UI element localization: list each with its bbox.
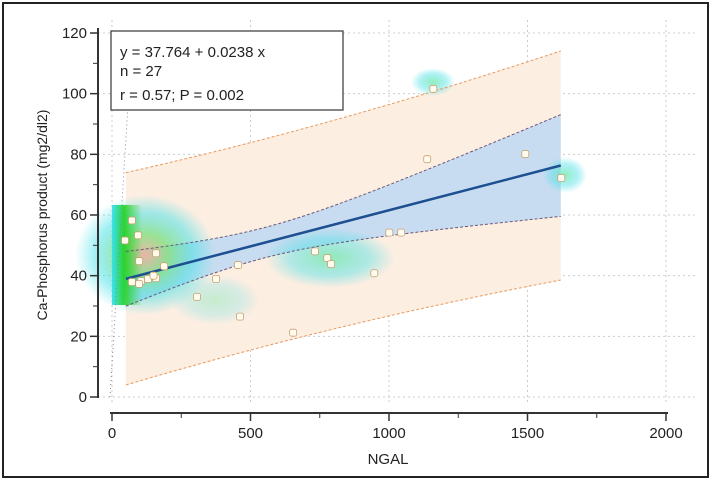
data-point [236, 312, 244, 321]
x-axis-title: NGAL [368, 451, 409, 468]
data-point [134, 231, 142, 240]
density-blob [170, 275, 260, 325]
y-tick-label: 60 [70, 207, 87, 224]
data-point [128, 278, 136, 286]
data-point [212, 275, 221, 283]
data-point [289, 328, 298, 337]
x-tick-label: 500 [238, 425, 263, 442]
density-blob [112, 205, 142, 305]
y-tick-label: 120 [62, 25, 87, 42]
x-tick-label: 1000 [372, 425, 405, 442]
y-tick-label: 20 [70, 328, 87, 345]
x-tick-label: 1500 [511, 425, 544, 442]
chart-frame [2, 2, 709, 478]
data-point [160, 262, 168, 271]
y-tick-label: 100 [62, 86, 87, 103]
data-point [234, 261, 242, 269]
data-point [135, 279, 144, 288]
prediction-lower-line [125, 279, 561, 386]
data-point [323, 254, 332, 262]
data-point [429, 84, 438, 93]
stats-label: r = 0.57; P = 0.002 [120, 87, 244, 104]
data-point [311, 247, 319, 256]
data-point [370, 269, 379, 278]
data-point [128, 216, 136, 225]
confidence-band [125, 114, 561, 307]
data-point [152, 249, 160, 258]
y-tick-label: 80 [70, 146, 87, 163]
n-label: n = 27 [120, 63, 162, 80]
data-point [327, 260, 336, 269]
prediction-upper-line [125, 50, 561, 174]
data-point [397, 228, 406, 237]
data-points [121, 84, 566, 337]
regression-line [125, 164, 562, 281]
confidence-lower-line [125, 215, 561, 307]
y-tick-label: 0 [79, 389, 87, 406]
stats-legend-box: y = 37.764 + 0.0238 x n = 27 r = 0.57; P… [110, 30, 344, 111]
density-blob [543, 157, 587, 193]
data-point [135, 257, 144, 266]
axes: 0 20 40 60 80 100 120 0 500 1000 1500 2000 [62, 25, 683, 442]
lines [109, 39, 562, 398]
data-point [557, 174, 566, 182]
y-axis-title: Ca-Phosphorus product (mg2/dl2) [34, 110, 50, 321]
data-point [149, 271, 158, 280]
data-point [423, 155, 432, 164]
equation-label: y = 37.764 + 0.0238 x [120, 44, 266, 61]
y-tick-label: 40 [70, 268, 87, 285]
data-point [521, 150, 530, 158]
data-point [193, 292, 201, 301]
x-tick-label: 2000 [649, 425, 682, 442]
data-point [385, 228, 394, 237]
data-point [121, 236, 129, 245]
density-blob [411, 68, 455, 96]
x-tick-label: 0 [108, 425, 116, 442]
